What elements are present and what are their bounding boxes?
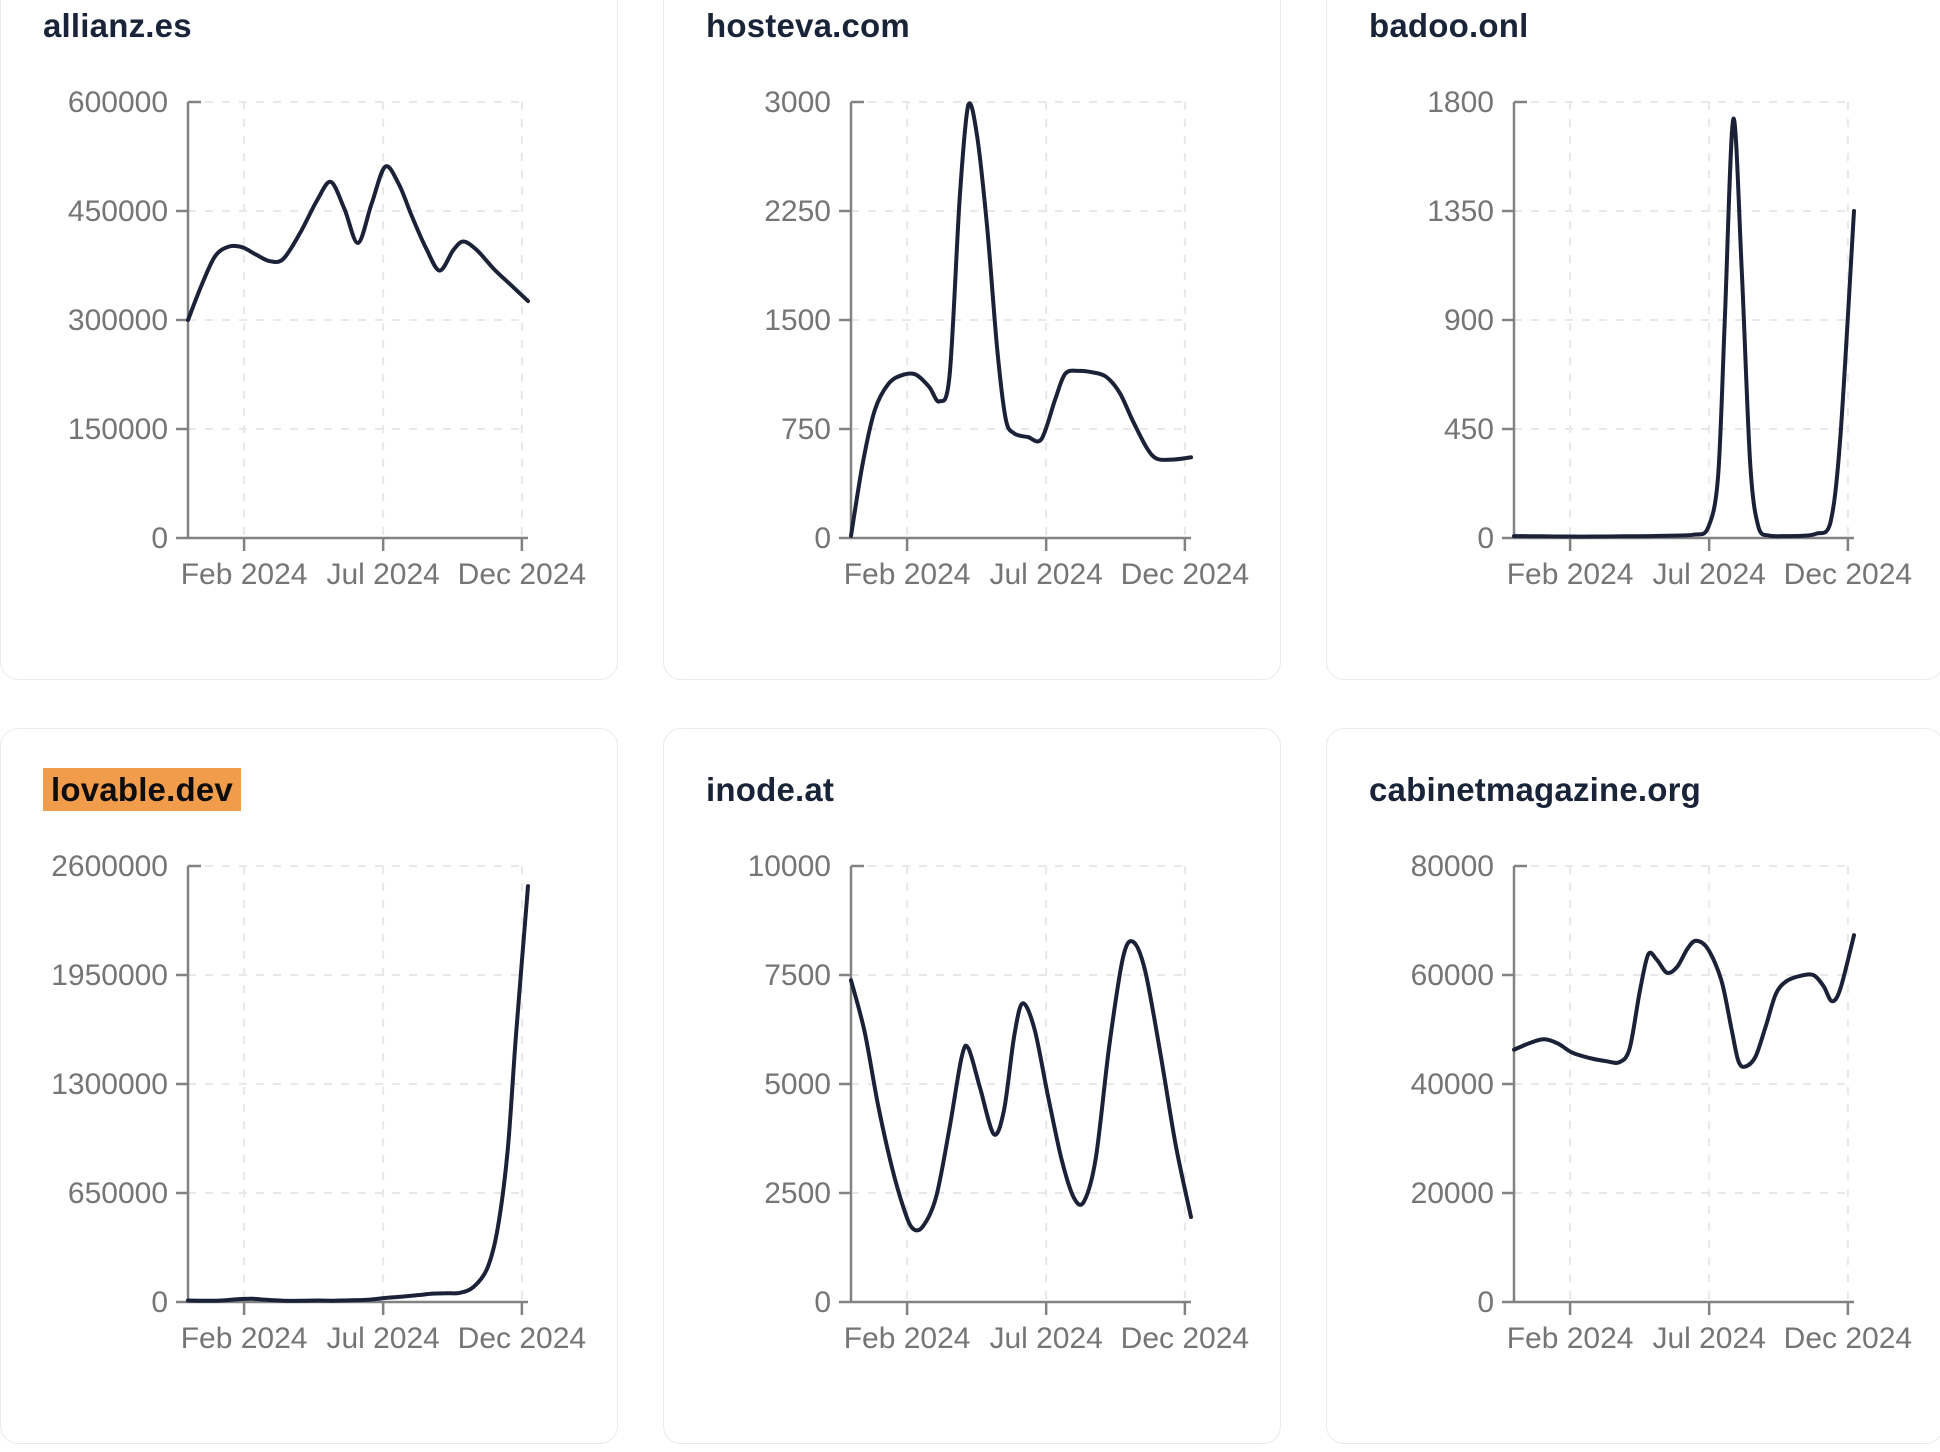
svg-text:0: 0 <box>1477 1286 1494 1319</box>
domain-title-text: inode.at <box>706 771 835 808</box>
svg-text:900: 900 <box>1444 304 1494 337</box>
svg-text:80000: 80000 <box>1411 850 1494 883</box>
svg-text:450000: 450000 <box>68 195 168 228</box>
svg-text:Feb 2024: Feb 2024 <box>1507 558 1634 591</box>
svg-text:10000: 10000 <box>748 850 831 883</box>
svg-text:Feb 2024: Feb 2024 <box>844 1322 971 1355</box>
svg-text:2600000: 2600000 <box>51 850 168 883</box>
svg-text:Dec 2024: Dec 2024 <box>458 558 586 591</box>
domain-card: lovable.dev Feb 2024 Jul 2024 Dec 2024 0 650… <box>0 728 618 1444</box>
traffic-line-chart: Feb 2024 Jul 2024 Dec 2024 0 20000 40000 60000… <box>1411 850 1913 1355</box>
domain-title-text: allianz.es <box>43 7 192 44</box>
svg-text:Dec 2024: Dec 2024 <box>458 1322 586 1355</box>
svg-text:Dec 2024: Dec 2024 <box>1121 1322 1249 1355</box>
svg-text:1950000: 1950000 <box>51 959 168 992</box>
svg-text:2500: 2500 <box>764 1177 831 1210</box>
traffic-line-chart: Feb 2024 Jul 2024 Dec 2024 0 650000 1300000 19… <box>51 850 586 1355</box>
domain-title-text: cabinetmagazine.org <box>1369 771 1702 808</box>
svg-text:3000: 3000 <box>764 86 831 119</box>
svg-text:Dec 2024: Dec 2024 <box>1784 558 1912 591</box>
svg-text:Jul 2024: Jul 2024 <box>326 1322 439 1355</box>
svg-text:300000: 300000 <box>68 304 168 337</box>
svg-text:0: 0 <box>814 522 831 555</box>
domain-title: hosteva.com <box>706 5 1280 46</box>
domain-title-text: hosteva.com <box>706 7 910 44</box>
svg-text:2250: 2250 <box>764 195 831 228</box>
svg-text:650000: 650000 <box>68 1177 168 1210</box>
domain-title: badoo.onl <box>1369 5 1940 46</box>
domain-title-text: badoo.onl <box>1369 7 1529 44</box>
domain-title: cabinetmagazine.org <box>1369 769 1940 810</box>
svg-text:Jul 2024: Jul 2024 <box>1652 558 1765 591</box>
svg-text:20000: 20000 <box>1411 1177 1494 1210</box>
svg-text:40000: 40000 <box>1411 1068 1494 1101</box>
svg-text:Jul 2024: Jul 2024 <box>1652 1322 1765 1355</box>
svg-text:Dec 2024: Dec 2024 <box>1121 558 1249 591</box>
svg-text:150000: 150000 <box>68 413 168 446</box>
svg-text:1800: 1800 <box>1427 86 1494 119</box>
traffic-line-chart: Feb 2024 Jul 2024 Dec 2024 0 750 1500 2250 3000 <box>764 86 1249 591</box>
domain-card: cabinetmagazine.org Feb 2024 Jul 2024 Dec … <box>1326 728 1940 1444</box>
svg-text:Feb 2024: Feb 2024 <box>181 558 308 591</box>
svg-text:0: 0 <box>1477 522 1494 555</box>
svg-text:0: 0 <box>151 522 168 555</box>
svg-text:1350: 1350 <box>1427 195 1494 228</box>
svg-text:1500: 1500 <box>764 304 831 337</box>
svg-text:Feb 2024: Feb 2024 <box>844 558 971 591</box>
domain-card: allianz.es Feb 2024 Jul 2024 Dec 2024 0 1500… <box>0 0 618 680</box>
svg-text:7500: 7500 <box>764 959 831 992</box>
svg-text:600000: 600000 <box>68 86 168 119</box>
domain-title: lovable.dev <box>43 768 617 811</box>
svg-text:Jul 2024: Jul 2024 <box>989 558 1102 591</box>
svg-text:0: 0 <box>151 1286 168 1319</box>
domain-card: hosteva.com Feb 2024 Jul 2024 Dec 2024 0 750… <box>663 0 1281 680</box>
svg-text:Dec 2024: Dec 2024 <box>1784 1322 1912 1355</box>
domain-title: allianz.es <box>43 5 617 46</box>
traffic-line-chart: Feb 2024 Jul 2024 Dec 2024 0 2500 5000 7500 100… <box>748 850 1250 1355</box>
traffic-line-chart: Feb 2024 Jul 2024 Dec 2024 0 150000 300000 450… <box>68 86 586 591</box>
domain-card: inode.at Feb 2024 Jul 2024 Dec 2024 0 2500 50… <box>663 728 1281 1444</box>
svg-text:Jul 2024: Jul 2024 <box>326 558 439 591</box>
svg-text:750: 750 <box>781 413 831 446</box>
svg-text:0: 0 <box>814 1286 831 1319</box>
svg-text:60000: 60000 <box>1411 959 1494 992</box>
domain-card: badoo.onl Feb 2024 Jul 2024 Dec 2024 0 450 90… <box>1326 0 1940 680</box>
domain-title-text-highlighted: lovable.dev <box>43 768 241 811</box>
svg-text:Jul 2024: Jul 2024 <box>989 1322 1102 1355</box>
svg-text:Feb 2024: Feb 2024 <box>1507 1322 1634 1355</box>
svg-text:Feb 2024: Feb 2024 <box>181 1322 308 1355</box>
svg-text:450: 450 <box>1444 413 1494 446</box>
traffic-line-chart: Feb 2024 Jul 2024 Dec 2024 0 450 900 1350 1800 <box>1427 86 1912 591</box>
svg-text:5000: 5000 <box>764 1068 831 1101</box>
svg-text:1300000: 1300000 <box>51 1068 168 1101</box>
domain-title: inode.at <box>706 769 1280 810</box>
